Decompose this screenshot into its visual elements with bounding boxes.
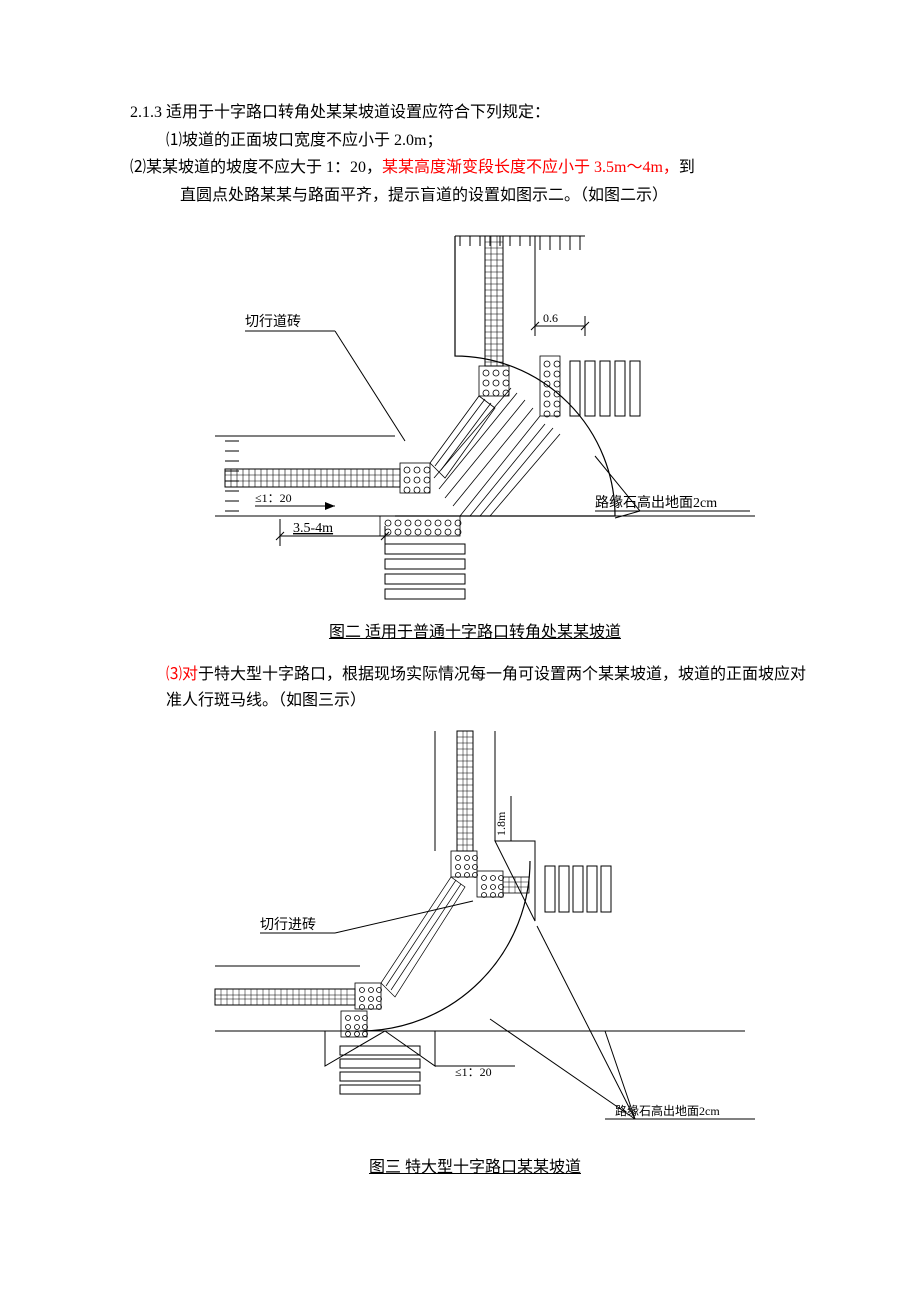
- label-width: 0.6: [543, 311, 558, 325]
- label-curb-3: 路缘石高出地面2cm: [615, 1103, 720, 1118]
- label-slope: ≤1：20: [255, 491, 292, 505]
- item-3: ⑶对于特大型十字路口，根据现场实际情况每一角可设置两个某某坡道，坡道的正面坡应对…: [130, 662, 820, 713]
- section-title: 适用于十字路口转角处某某坡道设置应符合下列规定：: [166, 104, 550, 121]
- figure-2-svg: 切行道砖 0.6 ≤1：20 3.5-4m 路缘石高出地面2cm: [195, 216, 755, 616]
- item-2-suffix: 到: [679, 159, 695, 176]
- ramp-hatch: [434, 388, 560, 516]
- label-cut-brick-3: 切行进砖: [260, 917, 316, 933]
- figure-2: 切行道砖 0.6 ≤1：20 3.5-4m 路缘石高出地面2cm 图二 适用于普…: [130, 216, 820, 646]
- warning-block-left: [400, 463, 430, 493]
- item-2: ⑵某某坡道的坡度不应大于 1：20，某某高度渐变段长度不应小于 3.5m～4m，…: [130, 155, 820, 181]
- item-2-prefix: ⑵某某坡道的坡度不应大于 1：20，: [130, 159, 382, 176]
- crosswalk-bottom: [385, 544, 465, 599]
- item-2-line2: 直圆点处路某某与路面平齐，提示盲道的设置如图示二。（如图二示）: [130, 183, 820, 209]
- label-length: 3.5-4m: [293, 521, 333, 536]
- figure-3-svg: 切行进砖 1.8m ≤1：20 路缘石高出地面2cm: [185, 721, 765, 1151]
- label-slope-3: ≤1：20: [455, 1065, 492, 1079]
- warning-block-top: [479, 366, 509, 396]
- tactile-path-horizontal: [225, 469, 400, 487]
- section-number: 2.1.3: [130, 104, 162, 121]
- item-3-red: ⑶对: [166, 666, 198, 683]
- warning-block-bottom: [380, 516, 461, 536]
- item-2-red: 某某高度渐变段长度不应小于 3.5m～4m，: [382, 159, 679, 176]
- figure-3-caption: 图三 特大型十字路口某某坡道: [130, 1155, 820, 1181]
- item-3-rest: 于特大型十字路口，根据现场实际情况每一角可设置两个某某坡道，坡道的正面坡应对准人…: [166, 666, 806, 709]
- tactile-v: [457, 731, 473, 851]
- label-curb: 路缘石高出地面2cm: [595, 494, 717, 511]
- tactile-h: [215, 989, 355, 1005]
- item-1: ⑴坡道的正面坡口宽度不应小于 2.0m；: [130, 128, 820, 154]
- label-cut-brick: 切行道砖: [245, 314, 301, 330]
- section-header: 2.1.3 适用于十字路口转角处某某坡道设置应符合下列规定：: [130, 100, 820, 126]
- crosswalk-right: [570, 361, 640, 416]
- figure-3: 切行进砖 1.8m ≤1：20 路缘石高出地面2cm 图三 特大型十字路口某某坡…: [130, 721, 820, 1181]
- tactile-path-vertical: [485, 236, 503, 366]
- label-width-3: 1.8m: [494, 811, 508, 836]
- figure-2-caption: 图二 适用于普通十字路口转角处某某坡道: [130, 620, 820, 646]
- tactile-diagonal: [430, 396, 495, 478]
